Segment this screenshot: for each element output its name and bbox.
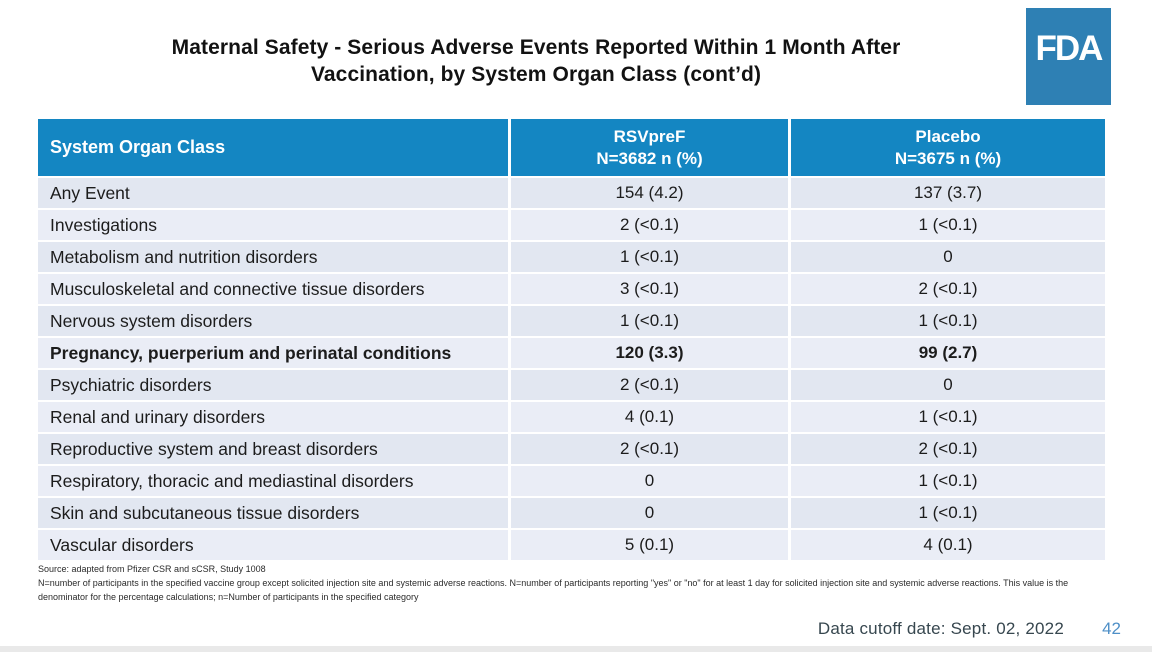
- soc-cell: Metabolism and nutrition disorders: [38, 242, 511, 272]
- rsvpref-cell: 2 (<0.1): [511, 210, 791, 240]
- table-body: Any Event 154 (4.2) 137 (3.7) Investigat…: [38, 176, 1105, 560]
- placebo-cell: 0: [943, 375, 953, 394]
- table-row: Any Event 154 (4.2) 137 (3.7): [38, 176, 1105, 208]
- table-row: Musculoskeletal and connective tissue di…: [38, 272, 1105, 304]
- header-rsvpref-name: RSVpreF: [613, 126, 686, 146]
- rsvpref-cell: 154 (4.2): [511, 178, 791, 208]
- soc-cell: Psychiatric disorders: [38, 370, 511, 400]
- soc-cell: Renal and urinary disorders: [38, 402, 511, 432]
- table-header-row: System Organ Class RSVpreF N=3682 n (%) …: [38, 119, 1105, 176]
- footnote-source: Source: adapted from Pfizer CSR and sCSR…: [38, 564, 266, 574]
- table-row: Respiratory, thoracic and mediastinal di…: [38, 464, 1105, 496]
- soc-cell: Reproductive system and breast disorders: [38, 434, 511, 464]
- table-row: Pregnancy, puerperium and perinatal cond…: [38, 336, 1105, 368]
- placebo-cell: 1 (<0.1): [918, 503, 978, 522]
- rsvpref-cell: 5 (0.1): [511, 530, 791, 560]
- slide-title-line1: Maternal Safety - Serious Adverse Events…: [171, 36, 901, 59]
- fda-logo-text: FDA: [1035, 28, 1104, 68]
- table-row: Metabolism and nutrition disorders 1 (<0…: [38, 240, 1105, 272]
- slide-title-line2: Vaccination, by System Organ Class (cont…: [310, 63, 762, 86]
- table-row: Skin and subcutaneous tissue disorders 0…: [38, 496, 1105, 528]
- placebo-cell: 1 (<0.1): [918, 215, 978, 234]
- page-number: 42: [1102, 619, 1121, 638]
- rsvpref-cell: 1 (<0.1): [511, 306, 791, 336]
- soc-cell: Nervous system disorders: [38, 306, 511, 336]
- rsvpref-cell: 0: [511, 466, 791, 496]
- placebo-cell: 2 (<0.1): [918, 279, 978, 298]
- bottom-strip: [0, 646, 1152, 652]
- rsvpref-cell: 3 (<0.1): [511, 274, 791, 304]
- footnotes: Source: adapted from Pfizer CSR and sCSR…: [38, 562, 1116, 604]
- footnote-definitions: N=number of participants in the specifie…: [38, 578, 1069, 602]
- placebo-cell: 4 (0.1): [923, 535, 973, 554]
- slide-title: Maternal Safety - Serious Adverse Events…: [76, 34, 996, 88]
- placebo-cell: 1 (<0.1): [918, 311, 978, 330]
- soc-cell: Any Event: [38, 178, 511, 208]
- placebo-cell: 1 (<0.1): [918, 471, 978, 490]
- placebo-cell: 137 (3.7): [913, 183, 983, 202]
- placebo-cell: 1 (<0.1): [918, 407, 978, 426]
- header-placebo-n: N=3675 n (%): [894, 148, 1002, 168]
- rsvpref-cell: 2 (<0.1): [511, 434, 791, 464]
- header-rsvpref-n: N=3682 n (%): [596, 148, 703, 168]
- data-cutoff-label: Data cutoff date: Sept. 02, 2022: [817, 619, 1064, 638]
- adverse-events-table: System Organ Class RSVpreF N=3682 n (%) …: [38, 119, 1105, 560]
- soc-cell: Musculoskeletal and connective tissue di…: [38, 274, 511, 304]
- rsvpref-cell: 2 (<0.1): [511, 370, 791, 400]
- header-rsvpref-column: RSVpreF N=3682 n (%): [511, 119, 791, 176]
- soc-cell: Pregnancy, puerperium and perinatal cond…: [38, 338, 511, 368]
- soc-cell: Vascular disorders: [38, 530, 511, 560]
- soc-cell: Respiratory, thoracic and mediastinal di…: [38, 466, 511, 496]
- placebo-cell: 2 (<0.1): [918, 439, 978, 458]
- header-placebo-name: Placebo: [915, 126, 981, 146]
- table-row: Nervous system disorders 1 (<0.1) 1 (<0.…: [38, 304, 1105, 336]
- soc-cell: Skin and subcutaneous tissue disorders: [38, 498, 511, 528]
- header-system-organ-class: System Organ Class: [38, 119, 511, 176]
- placebo-cell: 99 (2.7): [918, 343, 978, 362]
- rsvpref-cell: 120 (3.3): [511, 338, 791, 368]
- rsvpref-cell: 4 (0.1): [511, 402, 791, 432]
- table-row: Psychiatric disorders 2 (<0.1) 0: [38, 368, 1105, 400]
- soc-cell: Investigations: [38, 210, 511, 240]
- header-placebo-column: Placebo N=3675 n (%): [791, 119, 1105, 176]
- rsvpref-cell: 1 (<0.1): [511, 242, 791, 272]
- rsvpref-cell: 0: [511, 498, 791, 528]
- placebo-cell: 0: [943, 247, 953, 266]
- table-row: Vascular disorders 5 (0.1) 4 (0.1): [38, 528, 1105, 560]
- fda-logo: FDA: [1026, 8, 1111, 105]
- table-row: Reproductive system and breast disorders…: [38, 432, 1105, 464]
- table-row: Renal and urinary disorders 4 (0.1) 1 (<…: [38, 400, 1105, 432]
- table-row: Investigations 2 (<0.1) 1 (<0.1): [38, 208, 1105, 240]
